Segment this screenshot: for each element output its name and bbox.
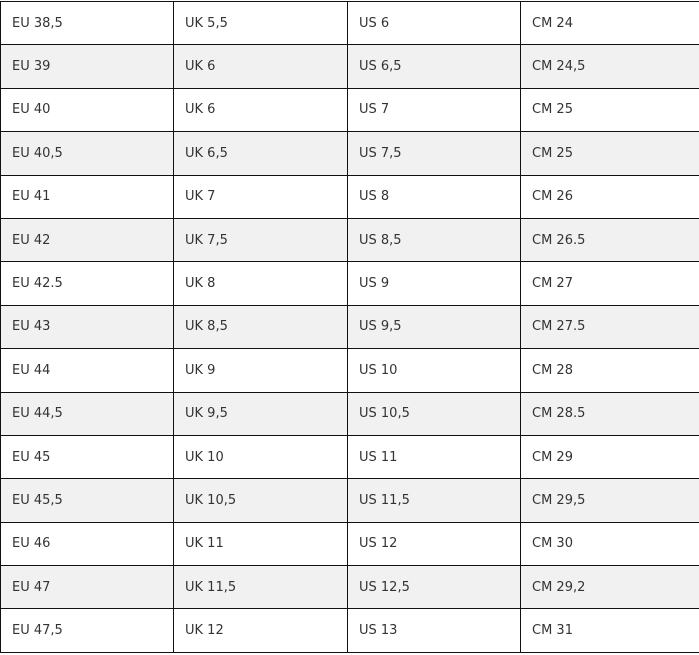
eu-size-cell: EU 47,5 [0, 608, 174, 653]
us-size-cell: US 13 [347, 608, 521, 653]
us-size-cell: US 9,5 [347, 304, 521, 350]
uk-size-cell: UK 6 [173, 87, 348, 133]
eu-size-cell: EU 45 [0, 434, 174, 480]
uk-size-cell: UK 9,5 [173, 391, 348, 436]
table-row: EU 45 UK 10 US 11 CM 29 [0, 434, 699, 480]
us-size-cell: US 7,5 [347, 131, 521, 176]
cm-size-cell: CM 28 [520, 348, 699, 393]
uk-size-cell: UK 5,5 [173, 0, 348, 46]
uk-size-cell: UK 10,5 [173, 478, 348, 523]
eu-size-cell: EU 42 [0, 217, 174, 263]
table-row: EU 47,5 UK 12 US 13 CM 31 [0, 608, 699, 653]
table-row: EU 44,5 UK 9,5 US 10,5 CM 28.5 [0, 391, 699, 436]
uk-size-cell: UK 8,5 [173, 304, 348, 350]
table-row: EU 42 UK 7,5 US 8,5 CM 26.5 [0, 217, 699, 263]
cm-size-cell: CM 26.5 [520, 217, 699, 263]
table-row: EU 44 UK 9 US 10 CM 28 [0, 348, 699, 393]
us-size-cell: US 7 [347, 87, 521, 133]
eu-size-cell: EU 38,5 [0, 0, 174, 46]
eu-size-cell: EU 46 [0, 521, 174, 567]
uk-size-cell: UK 6,5 [173, 131, 348, 176]
uk-size-cell: UK 8 [173, 261, 348, 306]
eu-size-cell: EU 43 [0, 304, 174, 350]
table-row: EU 40 UK 6 US 7 CM 25 [0, 87, 699, 133]
cm-size-cell: CM 30 [520, 521, 699, 567]
uk-size-cell: UK 7 [173, 174, 348, 219]
table-row: EU 39 UK 6 US 6,5 CM 24,5 [0, 44, 699, 89]
eu-size-cell: EU 44,5 [0, 391, 174, 436]
table-row: EU 45,5 UK 10,5 US 11,5 CM 29,5 [0, 478, 699, 523]
cm-size-cell: CM 28.5 [520, 391, 699, 436]
eu-size-cell: EU 41 [0, 174, 174, 219]
us-size-cell: US 12 [347, 521, 521, 567]
uk-size-cell: UK 6 [173, 44, 348, 89]
cm-size-cell: CM 24 [520, 0, 699, 46]
cm-size-cell: CM 25 [520, 131, 699, 176]
cm-size-cell: CM 29 [520, 434, 699, 480]
cm-size-cell: CM 25 [520, 87, 699, 133]
cm-size-cell: CM 24,5 [520, 44, 699, 89]
cm-size-cell: CM 29,5 [520, 478, 699, 523]
uk-size-cell: UK 7,5 [173, 217, 348, 263]
uk-size-cell: UK 10 [173, 434, 348, 480]
uk-size-cell: UK 12 [173, 608, 348, 653]
us-size-cell: US 11,5 [347, 478, 521, 523]
cm-size-cell: CM 29,2 [520, 565, 699, 610]
us-size-cell: US 10,5 [347, 391, 521, 436]
eu-size-cell: EU 40,5 [0, 131, 174, 176]
uk-size-cell: UK 9 [173, 348, 348, 393]
cm-size-cell: CM 31 [520, 608, 699, 653]
table-row: EU 38,5 UK 5,5 US 6 CM 24 [0, 0, 699, 46]
eu-size-cell: EU 44 [0, 348, 174, 393]
eu-size-cell: EU 42.5 [0, 261, 174, 306]
cm-size-cell: CM 26 [520, 174, 699, 219]
eu-size-cell: EU 45,5 [0, 478, 174, 523]
table-row: EU 42.5 UK 8 US 9 CM 27 [0, 261, 699, 306]
cm-size-cell: CM 27.5 [520, 304, 699, 350]
us-size-cell: US 8 [347, 174, 521, 219]
table-row: EU 41 UK 7 US 8 CM 26 [0, 174, 699, 219]
table-row: EU 47 UK 11,5 US 12,5 CM 29,2 [0, 565, 699, 610]
uk-size-cell: UK 11,5 [173, 565, 348, 610]
cm-size-cell: CM 27 [520, 261, 699, 306]
us-size-cell: US 9 [347, 261, 521, 306]
uk-size-cell: UK 11 [173, 521, 348, 567]
table-row: EU 43 UK 8,5 US 9,5 CM 27.5 [0, 304, 699, 350]
us-size-cell: US 8,5 [347, 217, 521, 263]
us-size-cell: US 6,5 [347, 44, 521, 89]
us-size-cell: US 11 [347, 434, 521, 480]
eu-size-cell: EU 39 [0, 44, 174, 89]
us-size-cell: US 12,5 [347, 565, 521, 610]
eu-size-cell: EU 47 [0, 565, 174, 610]
us-size-cell: US 10 [347, 348, 521, 393]
us-size-cell: US 6 [347, 0, 521, 46]
table-row: EU 40,5 UK 6,5 US 7,5 CM 25 [0, 131, 699, 176]
eu-size-cell: EU 40 [0, 87, 174, 133]
table-row: EU 46 UK 11 US 12 CM 30 [0, 521, 699, 567]
